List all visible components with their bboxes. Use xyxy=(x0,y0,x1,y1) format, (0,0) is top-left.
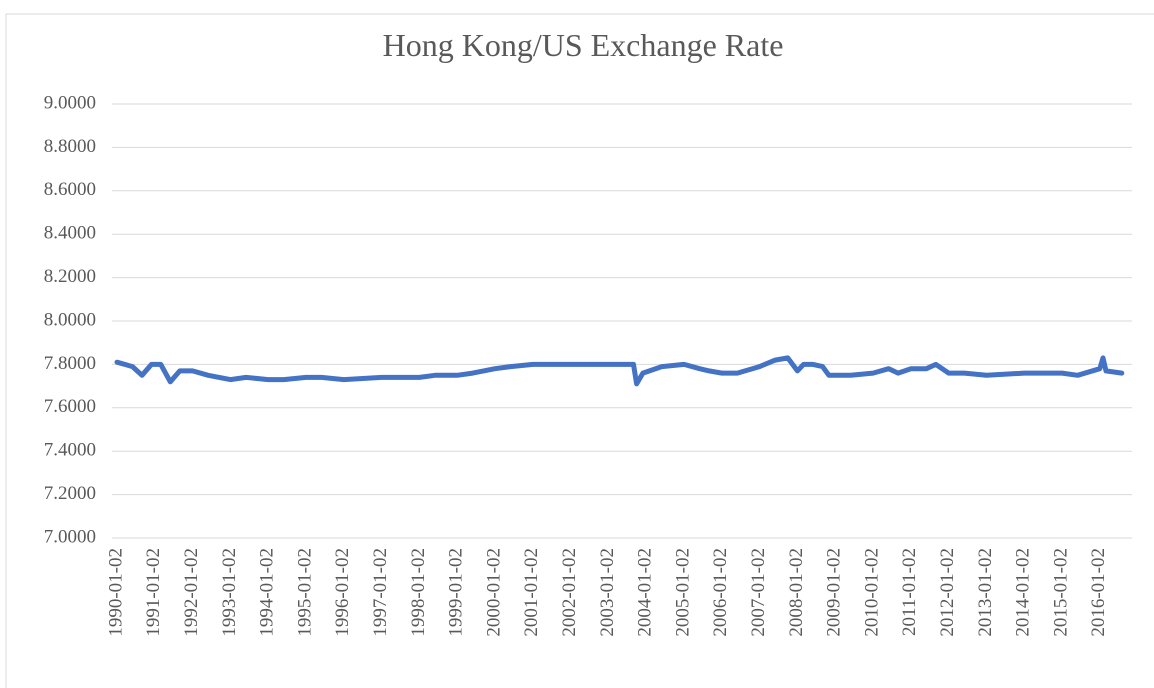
y-tick-label: 8.0000 xyxy=(44,309,96,330)
x-tick-label: 2014-01-02 xyxy=(1013,548,1034,637)
x-tick-label: 2004-01-02 xyxy=(635,548,656,637)
y-tick-label: 7.6000 xyxy=(44,396,96,417)
y-tick-label: 8.2000 xyxy=(44,266,96,287)
x-tick-label: 1999-01-02 xyxy=(446,548,467,637)
x-tick-label: 2015-01-02 xyxy=(1050,548,1071,637)
x-tick-label: 2008-01-02 xyxy=(786,548,807,637)
x-tick-label: 2016-01-02 xyxy=(1088,548,1109,637)
x-tick-label: 2005-01-02 xyxy=(672,548,693,637)
x-tick-label: 1996-01-02 xyxy=(332,548,353,637)
x-tick-label: 1990-01-02 xyxy=(105,548,126,637)
x-tick-label: 2006-01-02 xyxy=(710,548,731,637)
y-tick-label: 9.0000 xyxy=(44,92,96,113)
x-tick-label: 2003-01-02 xyxy=(597,548,618,637)
x-tick-label: 1993-01-02 xyxy=(219,548,240,637)
x-tick-label: 2011-01-02 xyxy=(899,548,920,636)
x-tick-label: 2012-01-02 xyxy=(937,548,958,637)
data-line xyxy=(114,355,1125,387)
x-tick-label: 2013-01-02 xyxy=(975,548,996,637)
x-tick-label: 1998-01-02 xyxy=(408,548,429,637)
x-tick-label: 1991-01-02 xyxy=(143,548,164,637)
x-tick-label: 2007-01-02 xyxy=(748,548,769,637)
x-tick-label: 1995-01-02 xyxy=(294,548,315,637)
chart-title: Hong Kong/US Exchange Rate xyxy=(383,27,784,63)
x-tick-label: 2010-01-02 xyxy=(861,548,882,637)
x-tick-label: 2002-01-02 xyxy=(559,548,580,637)
x-tick-label: 1992-01-02 xyxy=(181,548,202,637)
y-tick-label: 7.2000 xyxy=(44,483,96,504)
x-tick-label: 2000-01-02 xyxy=(483,548,504,637)
y-tick-label: 8.8000 xyxy=(44,136,96,157)
y-tick-label: 8.4000 xyxy=(44,223,96,244)
y-tick-label: 7.4000 xyxy=(44,440,96,461)
y-tick-label: 7.0000 xyxy=(44,526,96,547)
x-tick-label: 1997-01-02 xyxy=(370,548,391,637)
x-tick-label: 2001-01-02 xyxy=(521,548,542,637)
y-tick-label: 7.8000 xyxy=(44,353,96,374)
x-tick-label: 1994-01-02 xyxy=(257,548,278,637)
x-tick-label: 2009-01-02 xyxy=(824,548,845,637)
y-tick-label: 8.6000 xyxy=(44,179,96,200)
chart-border xyxy=(5,13,1154,688)
